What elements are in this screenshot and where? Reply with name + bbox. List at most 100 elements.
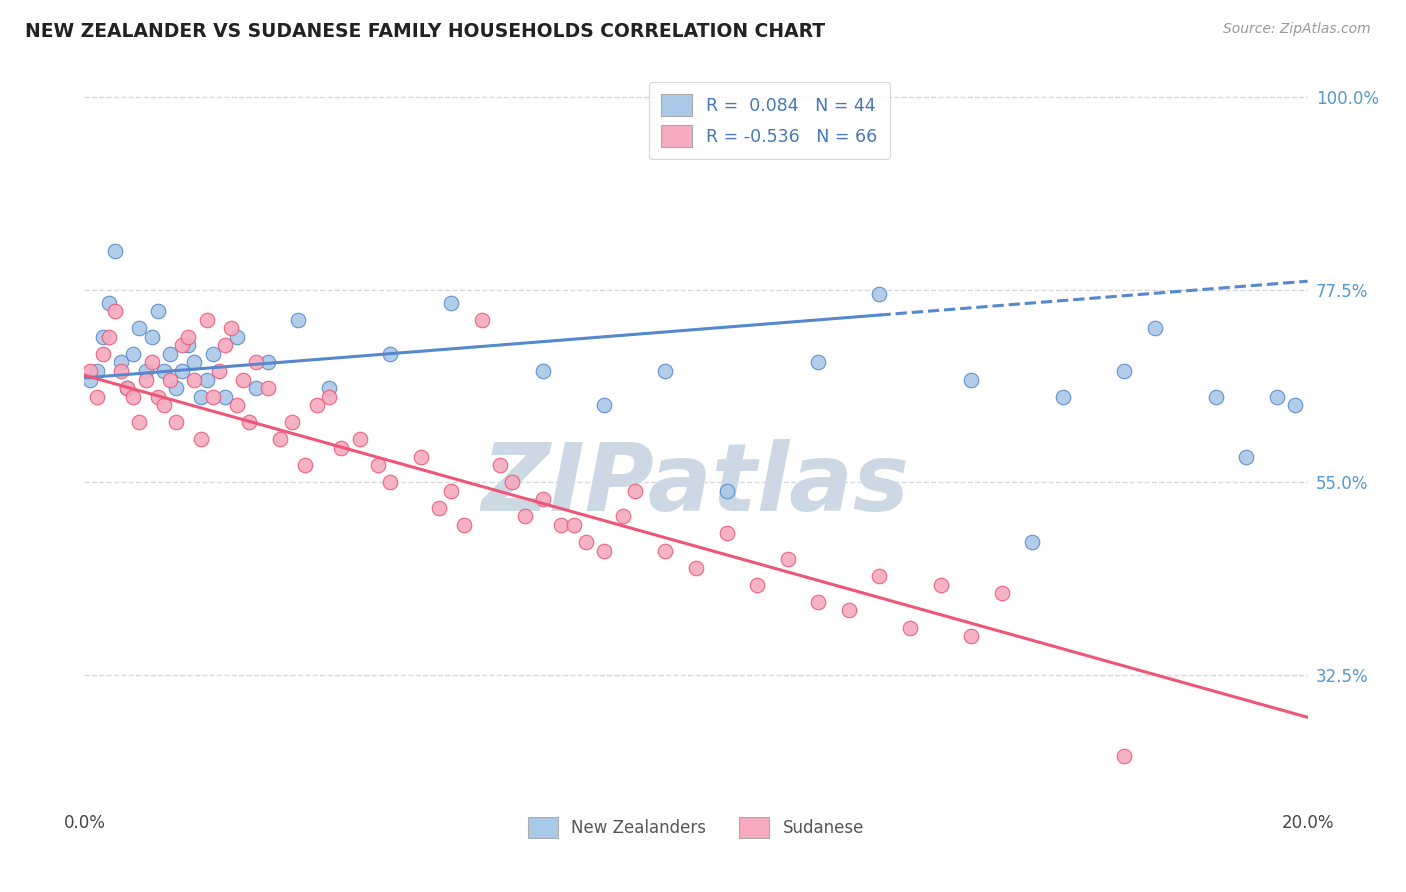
Point — [190, 390, 212, 404]
Point — [427, 500, 450, 515]
Point — [1284, 398, 1306, 412]
Point — [141, 355, 163, 369]
Point — [960, 629, 983, 643]
Point — [195, 373, 218, 387]
Point — [86, 390, 108, 404]
Point — [135, 373, 157, 387]
Point — [349, 433, 371, 447]
Point — [115, 381, 138, 395]
Point — [1265, 390, 1288, 404]
Text: NEW ZEALANDER VS SUDANESE FAMILY HOUSEHOLDS CORRELATION CHART: NEW ZEALANDER VS SUDANESE FAMILY HOUSEHO… — [25, 22, 825, 41]
Point — [305, 398, 328, 412]
Point — [79, 364, 101, 378]
Point — [531, 492, 554, 507]
Point — [747, 578, 769, 592]
Point — [177, 330, 200, 344]
Point — [128, 415, 150, 429]
Point — [122, 347, 145, 361]
Text: Source: ZipAtlas.com: Source: ZipAtlas.com — [1223, 22, 1371, 37]
Point — [128, 321, 150, 335]
Point — [471, 312, 494, 326]
Point — [1236, 450, 1258, 464]
Point — [685, 560, 707, 574]
Point — [807, 595, 830, 609]
Point — [86, 364, 108, 378]
Text: ZIPatlas: ZIPatlas — [482, 439, 910, 531]
Point — [110, 364, 132, 378]
Point — [104, 244, 127, 259]
Point — [79, 373, 101, 387]
Point — [208, 364, 231, 378]
Point — [838, 603, 860, 617]
Point — [453, 517, 475, 532]
Point — [214, 338, 236, 352]
Point — [287, 312, 309, 326]
Point — [575, 535, 598, 549]
Point — [531, 364, 554, 378]
Point — [440, 295, 463, 310]
Point — [245, 381, 267, 395]
Point — [929, 578, 952, 592]
Point — [238, 415, 260, 429]
Point — [409, 450, 432, 464]
Point — [562, 517, 585, 532]
Point — [380, 475, 402, 490]
Point — [380, 347, 402, 361]
Point — [898, 620, 921, 634]
Point — [1021, 535, 1043, 549]
Legend: New Zealanders, Sudanese: New Zealanders, Sudanese — [522, 810, 870, 845]
Point — [367, 458, 389, 472]
Point — [502, 475, 524, 490]
Point — [440, 483, 463, 498]
Point — [550, 517, 572, 532]
Point — [281, 415, 304, 429]
Point — [165, 381, 187, 395]
Point — [97, 330, 120, 344]
Point — [183, 355, 205, 369]
Point — [153, 398, 176, 412]
Point — [135, 364, 157, 378]
Point — [159, 373, 181, 387]
Point — [232, 373, 254, 387]
Point — [183, 373, 205, 387]
Point — [146, 304, 169, 318]
Point — [624, 483, 647, 498]
Point — [190, 433, 212, 447]
Point — [513, 509, 536, 524]
Point — [97, 295, 120, 310]
Point — [1205, 390, 1227, 404]
Point — [1114, 748, 1136, 763]
Point — [593, 398, 616, 412]
Point — [807, 355, 830, 369]
Point — [869, 569, 891, 583]
Point — [489, 458, 512, 472]
Point — [257, 381, 280, 395]
Point — [269, 433, 291, 447]
Point — [172, 338, 194, 352]
Point — [776, 552, 799, 566]
Point — [716, 483, 738, 498]
Point — [153, 364, 176, 378]
Point — [960, 373, 983, 387]
Point — [226, 330, 249, 344]
Point — [1052, 390, 1074, 404]
Point — [91, 347, 114, 361]
Point — [226, 398, 249, 412]
Point — [716, 526, 738, 541]
Point — [612, 509, 634, 524]
Point — [318, 390, 340, 404]
Point — [104, 304, 127, 318]
Point — [159, 347, 181, 361]
Point — [869, 287, 891, 301]
Point — [245, 355, 267, 369]
Point — [195, 312, 218, 326]
Point — [654, 543, 676, 558]
Point — [654, 364, 676, 378]
Point — [1114, 364, 1136, 378]
Point — [257, 355, 280, 369]
Point — [219, 321, 242, 335]
Point — [991, 586, 1014, 600]
Point — [165, 415, 187, 429]
Point — [1143, 321, 1166, 335]
Point — [318, 381, 340, 395]
